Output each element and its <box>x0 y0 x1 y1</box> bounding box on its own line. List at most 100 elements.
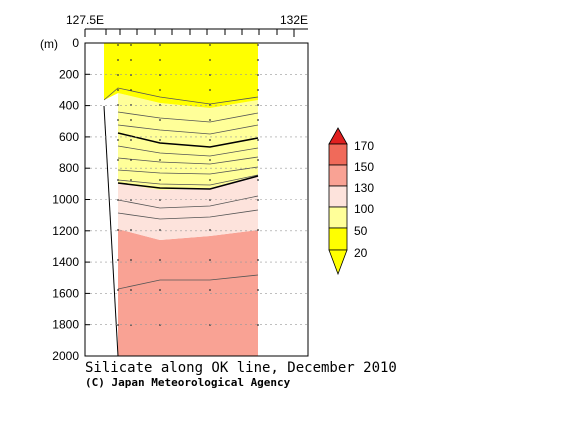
sample-dot <box>117 259 119 261</box>
sample-dot <box>117 179 119 181</box>
sample-dot <box>159 89 161 91</box>
sample-dot <box>257 139 259 141</box>
colorbar-label-100: 100 <box>354 202 374 216</box>
layer-130-150 <box>118 229 258 356</box>
y-tick-label-1400: 1400 <box>52 255 79 269</box>
sample-dot <box>130 289 132 291</box>
x-tick-label-1: 132E <box>280 13 308 27</box>
contour-85 <box>117 156 259 165</box>
sample-dot <box>257 44 259 46</box>
sample-dot <box>117 104 119 106</box>
sample-dot <box>209 159 211 161</box>
sample-dot <box>257 259 259 261</box>
contour-50 <box>103 87 259 105</box>
colorbar: 170 150 130 100 50 20 <box>328 127 374 276</box>
sample-dot <box>257 229 259 231</box>
credit: (C) Japan Meteorological Agency <box>85 376 291 389</box>
sample-dot <box>159 159 161 161</box>
sample-dot <box>117 59 119 61</box>
sample-dot <box>130 259 132 261</box>
contour-60 <box>117 111 259 123</box>
sample-dot <box>209 44 211 46</box>
sample-dot <box>159 179 161 181</box>
section-fill <box>85 43 259 356</box>
sample-dot <box>209 229 211 231</box>
sample-dot <box>117 89 119 91</box>
y-tick-label-1800: 1800 <box>52 318 79 332</box>
y-tick-label-200: 200 <box>59 67 79 81</box>
sample-dot <box>117 119 119 121</box>
contour-75 <box>117 132 259 148</box>
layer-below-50 <box>104 43 258 108</box>
x-tick-label-0: 127.5E <box>66 13 104 27</box>
y-tick-label-800: 800 <box>59 161 79 175</box>
layer-100-130 <box>118 175 258 240</box>
sample-dot <box>159 289 161 291</box>
sample-dot <box>209 89 211 91</box>
sample-dot <box>209 289 211 291</box>
contour-110 <box>117 195 259 209</box>
colorbar-label-50: 50 <box>354 224 368 238</box>
y-tick-label-400: 400 <box>59 99 79 113</box>
sample-dot <box>117 74 119 76</box>
sample-dot <box>257 179 259 181</box>
contour-95 <box>117 174 259 186</box>
sample-dot <box>130 89 132 91</box>
colorbar-label-20: 20 <box>354 246 368 260</box>
contour-120 <box>117 209 259 220</box>
sample-dot <box>130 159 132 161</box>
sample-dot <box>130 119 132 121</box>
y-tick-label-1200: 1200 <box>52 224 79 238</box>
sample-dot <box>130 44 132 46</box>
sample-dot <box>117 324 119 326</box>
sample-dot <box>130 229 132 231</box>
sample-dot <box>159 259 161 261</box>
layer-wedge <box>104 43 118 100</box>
y-axis-label: (m) <box>40 37 58 51</box>
sample-dot <box>257 159 259 161</box>
sample-dot <box>159 229 161 231</box>
sample-dot <box>159 139 161 141</box>
sample-dot <box>117 44 119 46</box>
y-tick-label-1000: 1000 <box>52 193 79 207</box>
colorbar-label-130: 130 <box>354 181 374 195</box>
contour-80 <box>117 145 259 157</box>
top-axis-ticks <box>84 29 295 37</box>
colorbar-50-100 <box>328 206 348 229</box>
chart-title: Silicate along OK line, December 2010 <box>85 360 397 376</box>
sample-dot <box>209 259 211 261</box>
colorbar-20-50 <box>328 227 348 251</box>
sample-dot <box>209 139 211 141</box>
sample-dot <box>257 199 259 201</box>
colorbar-130-150 <box>328 164 348 187</box>
gridlines <box>85 74 308 326</box>
contour-70 <box>117 124 259 135</box>
colorbar-label-170: 170 <box>354 139 374 153</box>
sample-points <box>117 44 259 326</box>
sample-dot <box>117 199 119 201</box>
sample-dot <box>117 139 119 141</box>
contour-140 <box>117 274 259 290</box>
contour-90 <box>117 166 259 175</box>
sample-dot <box>257 104 259 106</box>
sample-dot <box>257 89 259 91</box>
sample-dot <box>159 44 161 46</box>
colorbar-100-130 <box>328 185 348 208</box>
sample-dot <box>117 159 119 161</box>
y-tick-label-600: 600 <box>59 130 79 144</box>
colorbar-150-170 <box>328 143 348 166</box>
y-tick-label-0: 0 <box>72 36 79 50</box>
sample-dot <box>159 59 161 61</box>
sample-dot <box>130 139 132 141</box>
y-axis: 0 200 400 600 800 1000 1200 1400 1600 1800 2000 <box>52 36 90 363</box>
sample-dot <box>257 289 259 291</box>
sample-dot <box>257 74 259 76</box>
contour-lines <box>103 87 259 290</box>
y-tick-label-2000: 2000 <box>52 349 79 363</box>
sample-dot <box>209 59 211 61</box>
colorbar-arrow-top <box>328 127 348 145</box>
colorbar-arrow-bottom <box>328 249 348 276</box>
sample-dot <box>159 119 161 121</box>
sample-dot <box>209 179 211 181</box>
